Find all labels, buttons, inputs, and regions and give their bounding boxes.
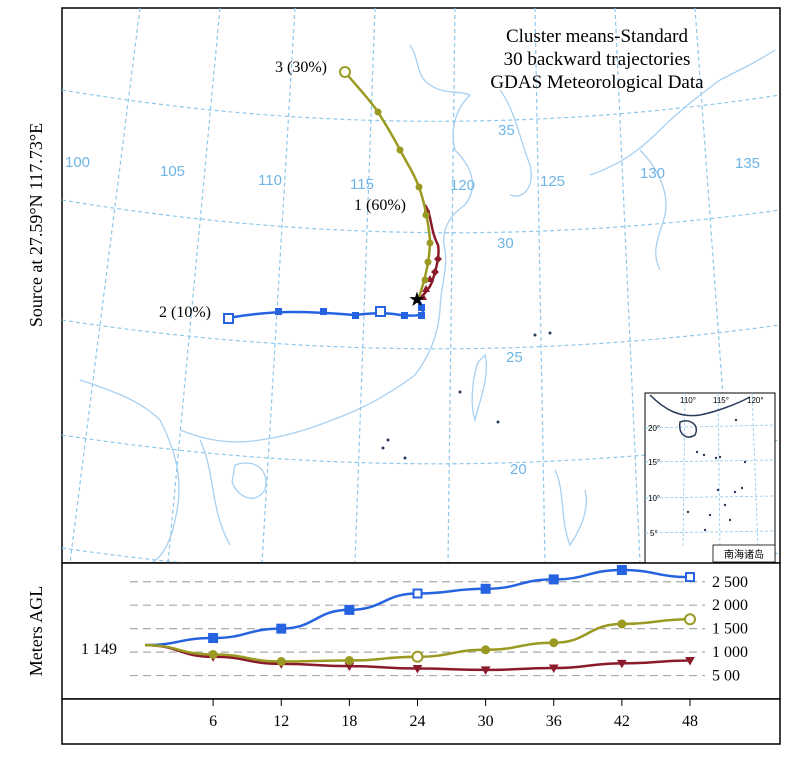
hour-axis: 6 12 18 24 30 36 42 48 (61, 698, 781, 745)
cluster-2-height-point (344, 604, 355, 615)
hour-tick-label: 36 (546, 713, 562, 730)
hour-tick-label: 12 (273, 713, 289, 730)
cluster-3-height-point (344, 656, 354, 666)
hour-tick-label: 42 (614, 713, 630, 730)
trajectory-3 (339, 66, 434, 301)
trajectory-3-endpoint (339, 66, 351, 78)
lon-label: 115 (350, 176, 374, 193)
cluster-3-height-point (481, 645, 491, 655)
cluster-2-height-point (208, 633, 219, 644)
trajectory-3-markers (374, 108, 434, 284)
hour-tick-label: 6 (209, 713, 217, 730)
height-series (144, 565, 696, 675)
map-islands (381, 331, 552, 460)
lat-label: 35 (498, 122, 515, 139)
inset-lat-label: 10° (648, 494, 660, 503)
height-tick-label: 2 500 (712, 574, 748, 591)
inset-lat-label: 15° (648, 458, 660, 467)
trajectory-2-markers (275, 304, 425, 319)
inset-lat-label: 5° (650, 529, 658, 538)
south-china-sea-inset: 110° 115° 120° 20° 15° 10° 5° 南海诸岛 (644, 392, 776, 564)
cluster-1-height-point (617, 659, 627, 669)
height-frame (61, 562, 781, 700)
start-height-label: 1 149 (81, 641, 117, 658)
height-panel: 2 500 2 000 1 500 1 000 5 00 1 149 (61, 562, 781, 700)
cluster-3-height-point (411, 650, 424, 663)
lon-label: 130 (640, 165, 665, 182)
cluster-3-height-point (617, 619, 627, 629)
longitude-labels: 100 105 110 115 120 125 130 135 (65, 154, 760, 194)
y-axis-label: Meters AGL (26, 586, 46, 676)
cluster-3-height-point (549, 638, 559, 648)
cluster-2-height-point (616, 565, 627, 576)
cluster-1-height-point (685, 657, 695, 666)
map-panel: 100 105 110 115 120 125 130 135 35 30 25… (61, 7, 781, 576)
inset-lat-label: 20° (648, 424, 660, 433)
inset-lon-label: 115° (713, 396, 729, 405)
source-star-icon: ★ (408, 289, 426, 311)
height-tick-label: 5 00 (712, 668, 740, 685)
lon-label: 100 (65, 154, 90, 171)
cluster-2-height-point (412, 588, 423, 599)
cluster-labels: 3 (30%) 1 (60%) 2 (10%) (159, 59, 406, 321)
cluster-1-label: 1 (60%) (354, 197, 406, 214)
cluster-1-height-point (480, 666, 491, 675)
height-tick-label: 1 000 (712, 644, 748, 661)
trajectory-2 (223, 299, 425, 324)
height-tick-label: 2 000 (712, 597, 748, 614)
inset-lon-label: 120° (747, 396, 764, 405)
inset-lon-label: 110° (680, 396, 696, 405)
trajectory-2-endpoint (223, 313, 234, 324)
cluster-3-label: 3 (30%) (275, 59, 327, 76)
hour-tick-label: 24 (410, 713, 426, 730)
trajectory-2-marker-open (375, 306, 386, 317)
height-tick-labels: 2 500 2 000 1 500 1 000 5 00 (712, 574, 748, 685)
lon-label: 105 (160, 163, 185, 180)
cluster-2-height-point (685, 572, 695, 583)
lon-label: 110 (258, 172, 282, 189)
cluster-1-height-point (412, 665, 423, 674)
cluster-2-height-point (548, 574, 559, 585)
map-title: Cluster means-Standard 30 backward traje… (490, 26, 704, 93)
coastlines (79, 44, 776, 564)
lon-label: 135 (735, 155, 760, 172)
height-tick-label: 1 500 (712, 621, 748, 638)
title-line: Cluster means-Standard (506, 26, 689, 47)
cluster-2-height-point (480, 583, 491, 594)
hour-axis-frame (61, 698, 781, 745)
title-line: GDAS Meteorological Data (490, 72, 704, 93)
cluster-3-height-point (684, 613, 696, 626)
title-line: 30 backward trajectories (504, 49, 691, 70)
inset-frame (644, 392, 776, 564)
inset-caption: 南海诸岛 (724, 548, 764, 561)
lon-label: 120 (450, 177, 475, 194)
source-label: Source at 27.59°N 117.73°E (26, 123, 46, 327)
cluster-3-height-point (276, 656, 286, 666)
lat-label: 20 (510, 461, 527, 478)
cluster-1-height-point (548, 664, 559, 674)
hour-tick-labels: 6 12 18 24 30 36 42 48 (209, 699, 698, 730)
lat-label: 30 (497, 235, 514, 252)
cluster-2-height-point (276, 623, 287, 634)
hour-tick-label: 30 (478, 713, 494, 730)
lon-label: 125 (540, 173, 565, 190)
latitude-labels: 35 30 25 20 (497, 122, 527, 478)
cluster-2-label: 2 (10%) (159, 304, 211, 321)
hour-tick-label: 48 (682, 713, 698, 730)
cluster-3-height-point (208, 649, 218, 659)
lat-label: 25 (506, 349, 523, 366)
hour-tick-label: 18 (341, 713, 357, 730)
